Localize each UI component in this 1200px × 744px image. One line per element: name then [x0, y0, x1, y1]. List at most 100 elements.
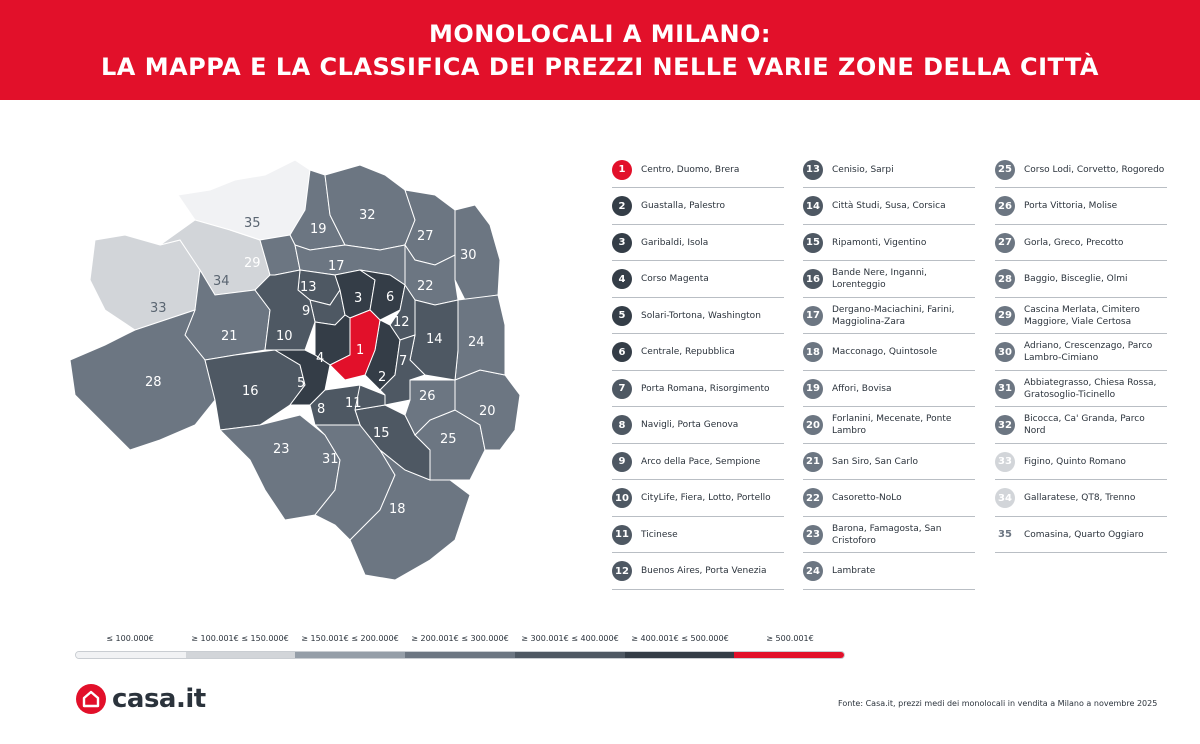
- zone-number-badge: 33: [995, 451, 1015, 472]
- zone-number-badge: 21: [803, 451, 823, 472]
- zone-number-badge: 16: [803, 269, 823, 289]
- zone-label-9: 9: [302, 304, 310, 319]
- zone-label-15: 15: [373, 426, 390, 441]
- zone-list-item: 22 Casoretto-NoLo: [803, 481, 975, 517]
- legend-label: ≥ 300.001€ ≤ 400.000€: [521, 634, 619, 643]
- zone-list-item: 24 Lambrate: [803, 554, 975, 590]
- page-title-line-2: LA MAPPA E LA CLASSIFICA DEI PREZZI NELL…: [101, 53, 1099, 81]
- zone-list-item: 19 Affori, Bovisa: [803, 371, 975, 407]
- zone-name-label: Gorla, Greco, Precotto: [1024, 237, 1124, 248]
- zone-label-25: 25: [440, 432, 457, 447]
- zone-number-badge: 2: [612, 196, 632, 216]
- zone-number-badge: 26: [995, 196, 1015, 216]
- legend-label: ≥ 400.001€ ≤ 500.000€: [631, 634, 729, 643]
- zone-name-label: Corso Lodi, Corvetto, Rogoredo: [1024, 164, 1165, 175]
- zone-number-badge: 18: [803, 342, 823, 362]
- zone-label-4: 4: [316, 351, 324, 366]
- legend-segment: [624, 652, 735, 658]
- zone-number-badge: 23: [803, 524, 823, 545]
- zone-label-32: 32: [359, 208, 376, 223]
- zone-name-label: Solari-Tortona, Washington: [641, 310, 761, 321]
- zone-label-24: 24: [468, 335, 485, 350]
- zone-list-item: 35 Comasina, Quarto Oggiaro: [995, 517, 1167, 553]
- legend-labels: ≤ 100.000€ ≥ 100.001€ ≤ 150.000€ ≥ 150.001…: [75, 634, 845, 648]
- legend-segment: [734, 652, 844, 658]
- zone-name-label: Figino, Quinto Romano: [1024, 456, 1126, 467]
- zone-label-8: 8: [317, 402, 325, 417]
- zone-name-label: Ticinese: [641, 529, 678, 540]
- zone-label-22: 22: [417, 279, 434, 294]
- zone-list-item: 30 Adriano, Crescenzago, Parco Lambro-Cim…: [995, 335, 1167, 371]
- zone-number-badge: 32: [995, 415, 1015, 435]
- zone-label-12: 12: [393, 315, 410, 330]
- zone-name-label: Affori, Bovisa: [832, 383, 892, 394]
- zone-number-badge: 14: [803, 196, 823, 216]
- zone-list-item: 26 Porta Vittoria, Molise: [995, 189, 1167, 225]
- zone-name-label: Barona, Famagosta, San Cristoforo: [832, 523, 942, 546]
- zone-list-item: 34 Gallaratese, QT8, Trenno: [995, 481, 1167, 517]
- zone-label-10: 10: [276, 329, 293, 344]
- zone-name-label: Ripamonti, Vigentino: [832, 237, 927, 248]
- zone-name-label: Corso Magenta: [641, 274, 709, 284]
- zone-7: [379, 334, 426, 406]
- zone-number-badge: 3: [612, 232, 632, 253]
- zone-name-label: Città Studi, Susa, Corsica: [832, 201, 946, 211]
- zone-1: [329, 309, 381, 381]
- zone-label-28: 28: [145, 375, 162, 390]
- page-title-line-1: MONOLOCALI A MILANO:: [428, 20, 772, 48]
- zone-name-label: San Siro, San Carlo: [832, 456, 919, 467]
- zone-label-35: 35: [244, 216, 261, 231]
- zone-label-3: 3: [354, 291, 362, 306]
- zone-name-label: CityLife, Fiera, Lotto, Portello: [641, 493, 771, 503]
- zone-name-label: Bicocca, Ca' Granda, Parco Nord: [1024, 414, 1145, 436]
- zone-list-item: 8 Navigli, Porta Genova: [612, 408, 784, 444]
- zone-name-label: Guastalla, Palestro: [641, 201, 725, 211]
- legend-segment: [514, 652, 625, 658]
- zone-label-31: 31: [322, 452, 339, 467]
- legend-segment: [295, 652, 406, 658]
- zone-number-badge: 1: [612, 159, 632, 180]
- zone-label-33: 33: [150, 301, 167, 316]
- house-icon: [76, 684, 106, 714]
- legend-segment: [76, 652, 186, 658]
- zone-list-item: 25 Corso Lodi, Corvetto, Rogoredo: [995, 152, 1167, 188]
- zone-list-item: 2 Guastalla, Palestro: [612, 189, 784, 225]
- zone-label-13: 13: [300, 280, 317, 295]
- zone-list-item: 4 Corso Magenta: [612, 262, 784, 298]
- zone-name-label: Adriano, Crescenzago, Parco Lambro-Cimia…: [1024, 341, 1153, 363]
- zone-number-badge: 10: [612, 488, 632, 508]
- zone-10: [254, 269, 316, 351]
- legend-segment: [185, 652, 296, 658]
- zone-name-label: Abbiategrasso, Chiesa Rossa, Gratosoglio…: [1024, 377, 1157, 400]
- zone-label-30: 30: [460, 248, 477, 263]
- zone-name-label: Cenisio, Sarpi: [832, 164, 894, 175]
- zone-number-badge: 24: [803, 561, 823, 581]
- zone-label-27: 27: [417, 229, 434, 244]
- zone-label-16: 16: [242, 384, 259, 399]
- zone-name-label: Centro, Duomo, Brera: [641, 164, 740, 175]
- zone-label-34: 34: [213, 274, 230, 289]
- zone-list-item: 7 Porta Romana, Risorgimento: [612, 371, 784, 407]
- zone-label-23: 23: [273, 442, 290, 457]
- zone-list-item: 9 Arco della Pace, Sempione: [612, 444, 784, 480]
- zone-name-label: Dergano-Maciachini, Farini, Maggiolina-Z…: [832, 304, 955, 327]
- legend-label: ≤ 100.000€: [106, 634, 154, 643]
- zone-list-item: 16 Bande Nere, Inganni, Lorenteggio: [803, 262, 975, 298]
- zone-number-badge: 15: [803, 232, 823, 253]
- zone-name-label: Garibaldi, Isola: [641, 237, 709, 248]
- zone-number-badge: 31: [995, 378, 1015, 399]
- zone-list-item: 18 Macconago, Quintosole: [803, 335, 975, 371]
- zone-label-14: 14: [426, 332, 443, 347]
- legend-label: ≥ 200.001€ ≤ 300.000€: [411, 634, 509, 643]
- zone-name-label: Buenos Aires, Porta Venezia: [641, 566, 767, 576]
- zone-27: [404, 189, 456, 266]
- zone-name-label: Cascina Merlata, Cimitero Maggiore, Vial…: [1024, 304, 1140, 327]
- legend-segment: [405, 652, 515, 658]
- zone-label-26: 26: [419, 389, 436, 404]
- zone-name-label: Lambrate: [832, 566, 876, 576]
- zone-number-badge: 11: [612, 524, 632, 545]
- zone-list-item: 23 Barona, Famagosta, San Cristoforo: [803, 517, 975, 553]
- zone-list-item: 6 Centrale, Repubblica: [612, 335, 784, 371]
- zone-list-item: 10 CityLife, Fiera, Lotto, Portello: [612, 481, 784, 517]
- zone-number-badge: 30: [995, 342, 1015, 362]
